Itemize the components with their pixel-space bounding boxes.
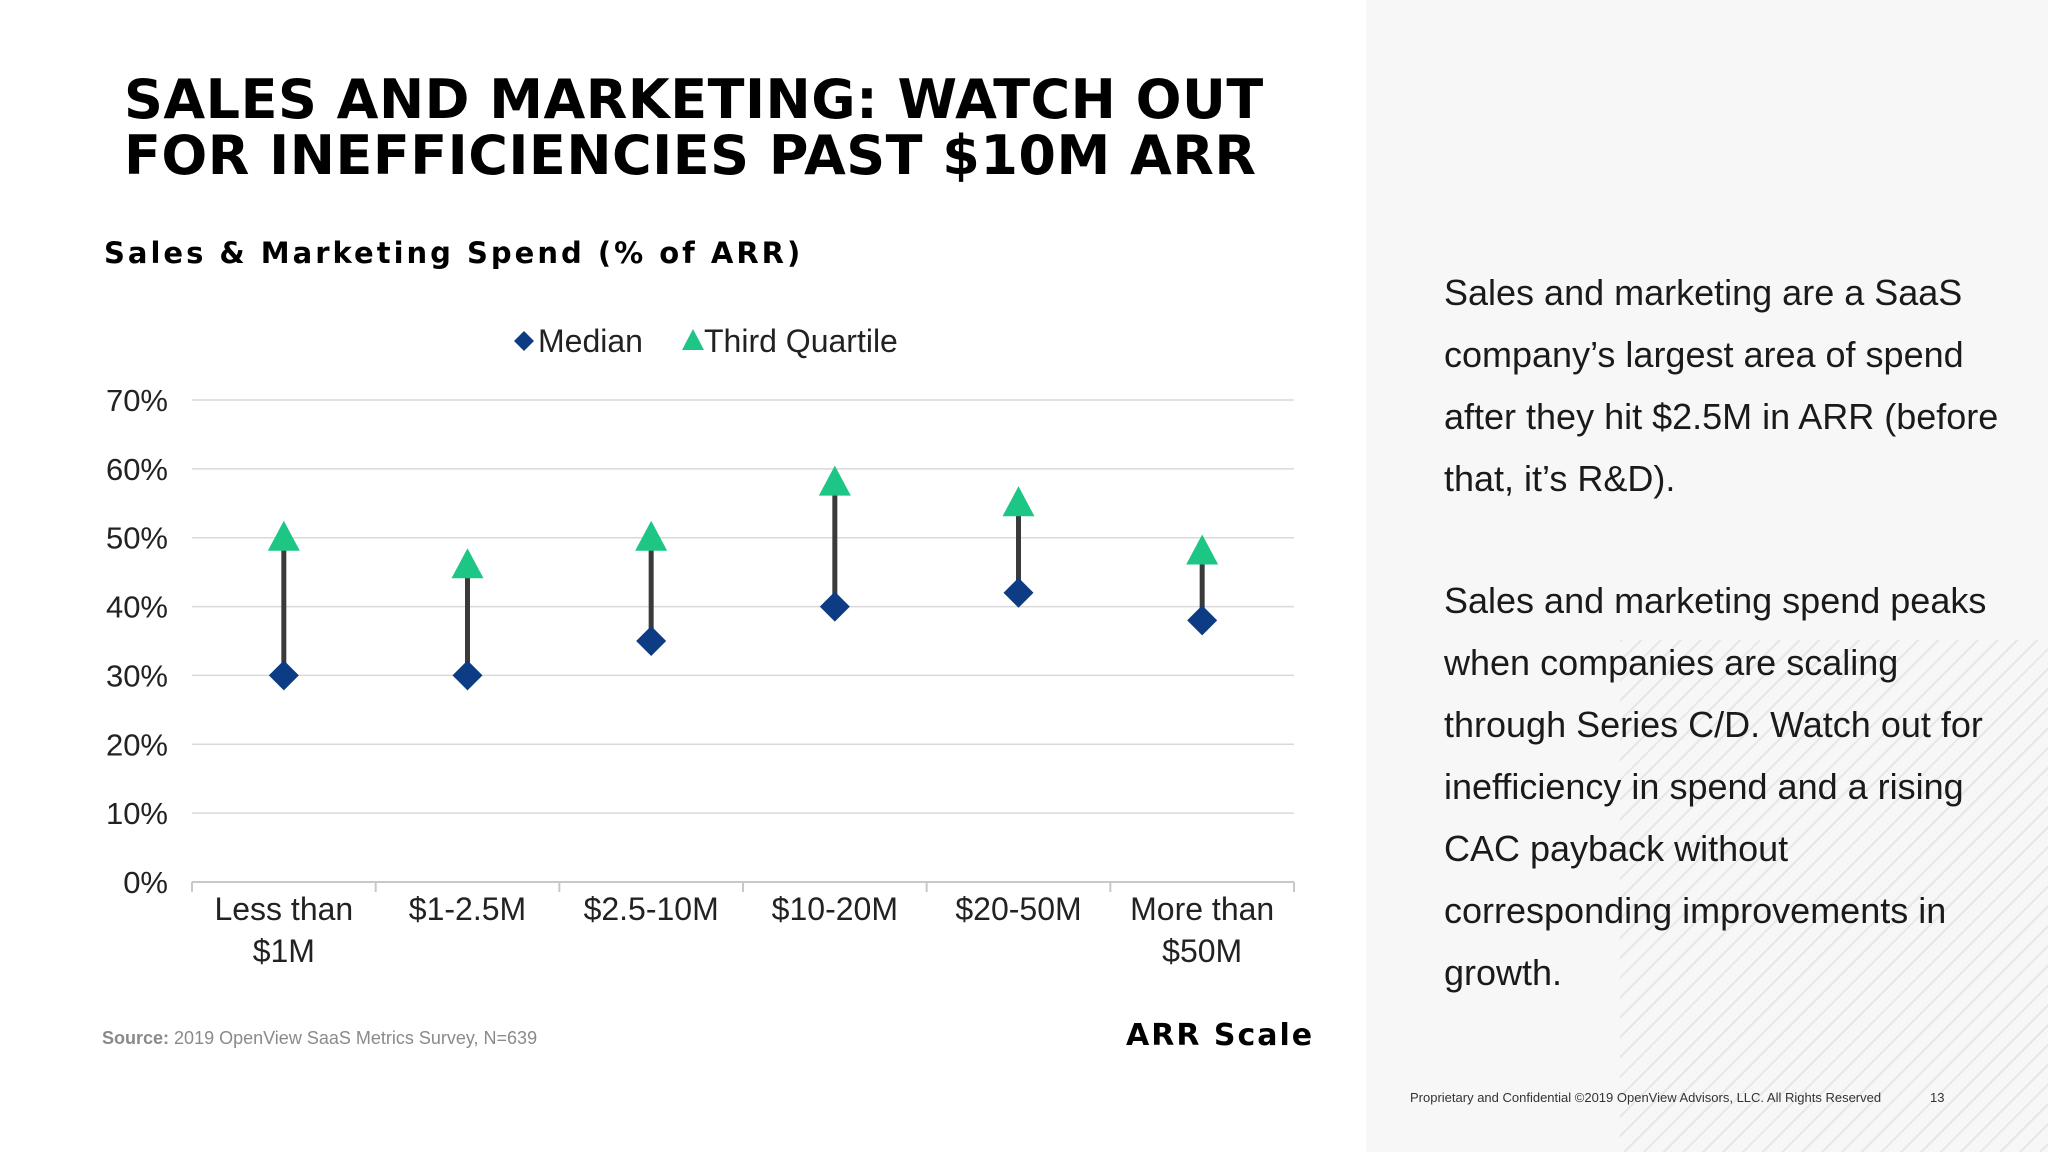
legend-median-label: Median: [538, 323, 643, 359]
legend-third-quartile-label: Third Quartile: [704, 323, 898, 359]
content-panel: [0, 0, 1366, 1152]
third-quartile-marker: [635, 520, 668, 551]
median-marker: [1003, 577, 1034, 608]
x-tick-label-line: Less than: [214, 891, 353, 927]
y-tick-label: 70%: [106, 383, 168, 418]
x-tick-label: More than $50M: [1130, 891, 1274, 969]
x-tick-label: $1-2.5M: [409, 891, 526, 927]
decorative-stripe-pattern: [1620, 640, 2048, 1152]
x-tick-label-line: More than: [1130, 891, 1274, 927]
third-quartile-marker: [1186, 534, 1219, 565]
commentary-paragraph-2: Sales and marketing spend peaks when com…: [1444, 580, 1987, 993]
third-quartile-marker: [451, 548, 484, 579]
x-tick-label-line: $1M: [253, 933, 315, 969]
x-tick-label: $2.5-10M: [584, 891, 719, 927]
x-tick-label-line: $2.5-10M: [584, 891, 719, 927]
x-tick-label: Less than $1M: [214, 891, 353, 969]
y-tick-label: 40%: [106, 590, 168, 625]
page-number: 13: [1930, 1090, 1945, 1105]
third-quartile-marker: [267, 520, 300, 551]
y-tick-label: 0%: [123, 865, 168, 900]
source-label: Source:: [102, 1028, 170, 1048]
median-marker: [452, 660, 483, 691]
footer-copyright: Proprietary and Confidential ©2019 OpenV…: [1410, 1090, 1882, 1105]
chart: 0% 10% 20% 30% 40% 50% 60% 70% Less than $1M $1-2.…: [106, 323, 1295, 969]
y-tick-label: 30%: [106, 658, 168, 693]
median-marker: [819, 591, 850, 622]
y-tick-label: 10%: [106, 796, 168, 831]
legend-third-quartile-icon: [682, 329, 704, 350]
third-quartile-marker: [1002, 486, 1035, 517]
median-marker: [268, 660, 299, 691]
x-tick-label-line: $50M: [1162, 933, 1242, 969]
slide-title: SALES AND MARKETING: WATCH OUT FOR INEFF…: [124, 68, 1264, 187]
y-tick-label: 20%: [106, 727, 168, 762]
x-tick-label: $20-50M: [955, 891, 1081, 927]
commentary-paragraph-1: Sales and marketing are a SaaS company’s…: [1444, 272, 1999, 499]
chart-title: Sales & Marketing Spend (% of ARR): [104, 236, 804, 270]
x-axis-title: ARR Scale: [1126, 1018, 1315, 1053]
x-tick-label-line: $10-20M: [772, 891, 898, 927]
y-tick-label: 60%: [106, 452, 168, 487]
median-marker: [1187, 605, 1218, 636]
median-marker: [636, 626, 667, 656]
x-tick-label: $10-20M: [772, 891, 898, 927]
commentary-panel: [1366, 0, 2048, 1152]
commentary-text: Sales and marketing are a SaaS company’s…: [1444, 262, 2004, 1064]
third-quartile-marker: [818, 465, 851, 496]
source-note: Source: 2019 OpenView SaaS Metrics Surve…: [102, 1028, 537, 1049]
y-tick-label: 50%: [106, 521, 168, 556]
x-tick-label-line: $20-50M: [955, 891, 1081, 927]
source-text: 2019 OpenView SaaS Metrics Survey, N=639: [174, 1028, 538, 1048]
x-tick-label-line: $1-2.5M: [409, 891, 526, 927]
legend-median-icon: [514, 331, 534, 351]
